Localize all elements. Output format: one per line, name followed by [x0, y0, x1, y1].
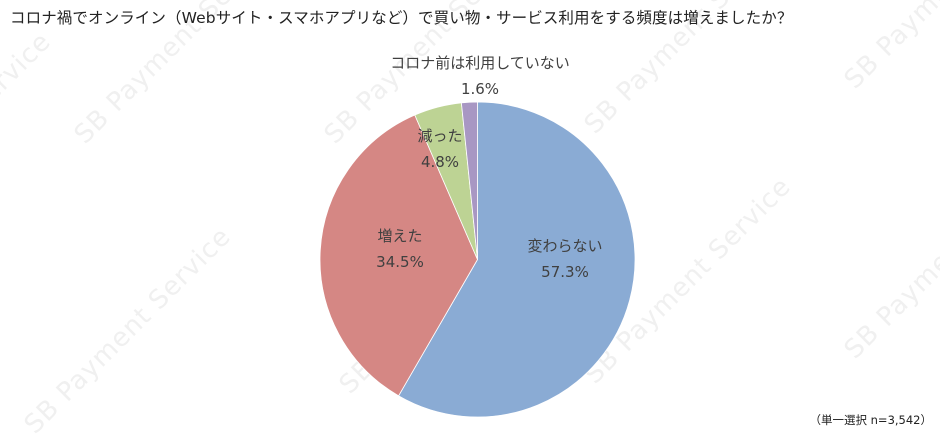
- chart-title: コロナ禍でオンライン（Webサイト・スマホアプリなど）で買い物・サービス利用をす…: [10, 9, 793, 27]
- label-name: 変わらない: [527, 237, 603, 255]
- label-name: コロナ前は利用していない: [390, 54, 570, 72]
- label-value: 4.8%: [420, 153, 460, 171]
- sample-size-note: （単一選択 n=3,542）: [809, 413, 932, 427]
- data-label-increased: 増えた 34.5%: [350, 223, 450, 275]
- label-value: 1.6%: [460, 80, 500, 98]
- data-label-unchanged: 変わらない 57.3%: [515, 233, 615, 285]
- label-value: 57.3%: [541, 263, 589, 281]
- pie-slice-unchanged[interactable]: [398, 101, 636, 418]
- label-name: 減った: [417, 127, 463, 145]
- label-name: 増えた: [377, 227, 423, 245]
- pie-slice-not-used-before[interactable]: [460, 101, 478, 260]
- pie-slice-increased[interactable]: [319, 114, 478, 397]
- data-label-not-used-before: コロナ前は利用していない 1.6%: [380, 50, 580, 102]
- label-value: 34.5%: [376, 253, 424, 271]
- data-label-decreased: 減った 4.8%: [410, 123, 470, 175]
